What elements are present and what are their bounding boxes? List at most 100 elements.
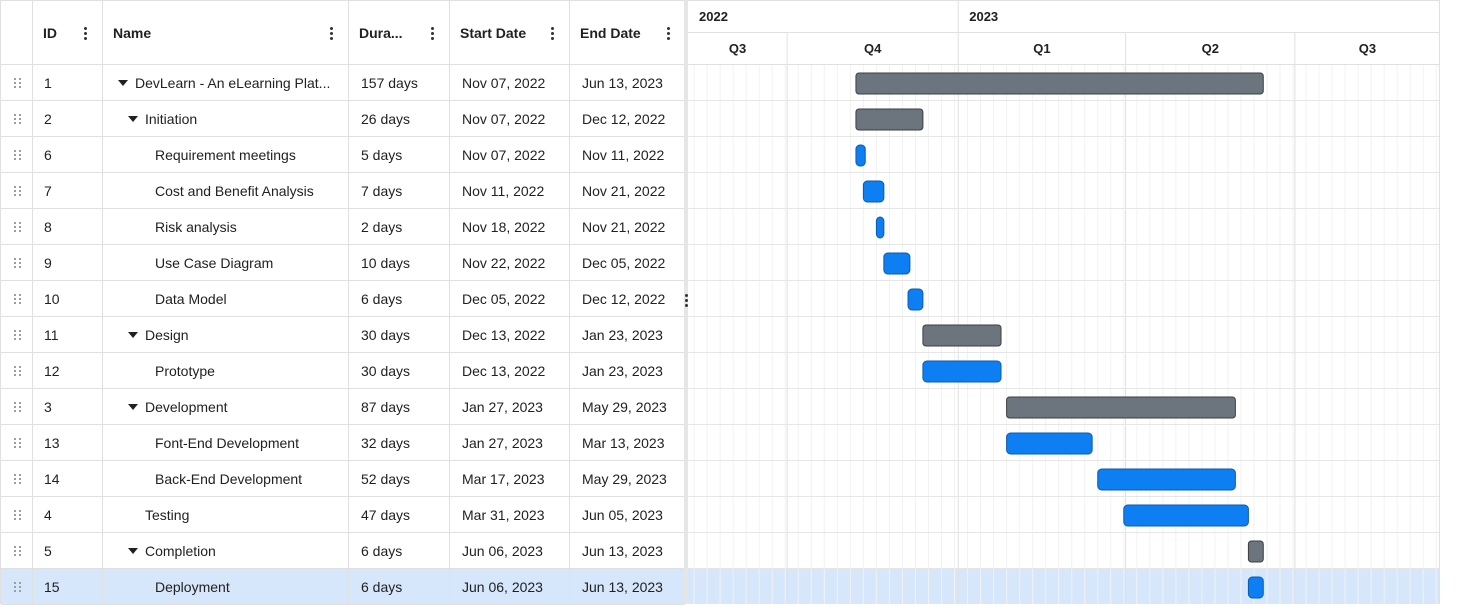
row-drag-cell[interactable] <box>1 101 33 136</box>
column-menu-icon[interactable] <box>541 23 563 43</box>
summary-task-bar[interactable] <box>1006 396 1236 419</box>
cell-id-text: 7 <box>44 182 52 199</box>
drag-handle-icon[interactable] <box>14 329 22 340</box>
table-row[interactable]: 11 Design 30 days Dec 13, 2022 Jan 23, 2023 <box>1 317 685 353</box>
task-bar[interactable] <box>1247 576 1264 599</box>
collapse-caret-icon[interactable] <box>128 115 138 122</box>
cell-end-date-text: Jun 13, 2023 <box>582 542 663 559</box>
drag-handle-icon[interactable] <box>14 437 22 448</box>
task-bar[interactable] <box>875 216 885 239</box>
table-row[interactable]: 6 Requirement meetings 5 days Nov 07, 2022 N… <box>1 137 685 173</box>
cell-duration: 32 days <box>349 425 450 460</box>
task-bar[interactable] <box>907 288 924 311</box>
table-row[interactable]: 15 Deployment 6 days Jun 06, 2023 Jun 13, 20… <box>1 569 685 605</box>
cell-id-text: 5 <box>44 542 52 559</box>
row-drag-cell[interactable] <box>1 137 33 172</box>
row-drag-cell[interactable] <box>1 497 33 532</box>
task-bar[interactable] <box>1097 468 1236 491</box>
table-row[interactable]: 10 Data Model 6 days Dec 05, 2022 Dec 12, 20… <box>1 281 685 317</box>
table-row[interactable]: 14 Back-End Development 52 days Mar 17, 202… <box>1 461 685 497</box>
table-row[interactable]: 7 Cost and Benefit Analysis 7 days Nov 11, … <box>1 173 685 209</box>
column-header-duration[interactable]: Dura... <box>349 1 450 65</box>
cell-start-date: Jan 27, 2023 <box>450 389 570 424</box>
drag-handle-icon[interactable] <box>14 185 22 196</box>
table-row[interactable]: 12 Prototype 30 days Dec 13, 2022 Jan 23, 20… <box>1 353 685 389</box>
row-drag-cell[interactable] <box>1 461 33 496</box>
cell-end-date-text: Jun 13, 2023 <box>582 578 663 595</box>
column-header-end-date[interactable]: End Date <box>570 1 685 65</box>
table-row[interactable]: 8 Risk analysis 2 days Nov 18, 2022 Nov 21, … <box>1 209 685 245</box>
table-row[interactable]: 4 Testing 47 days Mar 31, 2023 Jun 05, 2023 <box>1 497 685 533</box>
summary-task-bar[interactable] <box>855 72 1264 95</box>
task-bar[interactable] <box>855 144 866 167</box>
table-row[interactable]: 3 Development 87 days Jan 27, 2023 May 29, 2… <box>1 389 685 425</box>
task-grid: ID Name Dura... Start Date End Date 1 Dev… <box>0 0 685 605</box>
table-row[interactable]: 1 DevLearn - An eLearning Plat... 157 days… <box>1 65 685 101</box>
collapse-caret-icon[interactable] <box>118 79 128 86</box>
table-row[interactable]: 2 Initiation 26 days Nov 07, 2022 Dec 12, 20… <box>1 101 685 137</box>
task-bar[interactable] <box>862 180 885 203</box>
timeline-quarter-label: Q2 <box>1202 41 1219 56</box>
row-drag-cell[interactable] <box>1 65 33 100</box>
summary-task-bar[interactable] <box>1247 540 1264 563</box>
collapse-caret-icon[interactable] <box>128 403 138 410</box>
summary-task-bar[interactable] <box>922 324 1002 347</box>
cell-duration: 157 days <box>349 65 450 100</box>
drag-handle-icon[interactable] <box>14 545 22 556</box>
pane-splitter[interactable] <box>684 0 688 604</box>
column-menu-icon[interactable] <box>74 23 96 43</box>
cell-start-date-text: Mar 31, 2023 <box>462 506 545 523</box>
column-menu-icon[interactable] <box>421 23 443 43</box>
column-menu-icon[interactable] <box>320 23 342 43</box>
row-drag-cell[interactable] <box>1 533 33 568</box>
cell-end-date-text: Jan 23, 2023 <box>582 362 663 379</box>
drag-handle-icon[interactable] <box>14 293 22 304</box>
row-drag-cell[interactable] <box>1 353 33 388</box>
collapse-caret-icon[interactable] <box>128 547 138 554</box>
drag-handle-icon[interactable] <box>14 473 22 484</box>
summary-task-bar[interactable] <box>855 108 924 131</box>
drag-handle-icon[interactable] <box>14 401 22 412</box>
row-drag-cell[interactable] <box>1 245 33 280</box>
row-drag-cell[interactable] <box>1 317 33 352</box>
cell-id-text: 15 <box>44 578 60 595</box>
cell-duration: 5 days <box>349 137 450 172</box>
table-row[interactable]: 13 Font-End Development 32 days Jan 27, 202… <box>1 425 685 461</box>
cell-name-text: Risk analysis <box>155 218 237 235</box>
drag-handle-icon[interactable] <box>14 257 22 268</box>
drag-handle-icon[interactable] <box>14 581 22 592</box>
drag-handle-icon[interactable] <box>14 149 22 160</box>
table-row[interactable]: 5 Completion 6 days Jun 06, 2023 Jun 13, 202… <box>1 533 685 569</box>
table-row[interactable]: 9 Use Case Diagram 10 days Nov 22, 2022 Dec … <box>1 245 685 281</box>
row-drag-cell[interactable] <box>1 173 33 208</box>
task-bar[interactable] <box>1006 432 1093 455</box>
cell-name: Use Case Diagram <box>103 245 349 280</box>
row-drag-cell[interactable] <box>1 281 33 316</box>
drag-handle-icon[interactable] <box>14 365 22 376</box>
grid-header: ID Name Dura... Start Date End Date <box>1 0 685 65</box>
column-header-name[interactable]: Name <box>103 1 349 65</box>
row-drag-cell[interactable] <box>1 569 33 604</box>
row-drag-cell[interactable] <box>1 425 33 460</box>
row-drag-cell[interactable] <box>1 209 33 244</box>
column-header-id[interactable]: ID <box>33 1 103 65</box>
drag-handle-icon[interactable] <box>14 77 22 88</box>
drag-handle-icon[interactable] <box>14 509 22 520</box>
task-bar[interactable] <box>883 252 911 275</box>
column-header-start-date[interactable]: Start Date <box>450 1 570 65</box>
task-bar[interactable] <box>1123 504 1249 527</box>
cell-start-date-text: Dec 05, 2022 <box>462 290 546 307</box>
drag-handle-icon[interactable] <box>14 221 22 232</box>
splitter-handle-icon[interactable] <box>684 294 688 307</box>
cell-start-date: Nov 07, 2022 <box>450 65 570 100</box>
task-bar[interactable] <box>922 360 1002 383</box>
cell-name: Initiation <box>103 101 349 136</box>
cell-id-text: 3 <box>44 398 52 415</box>
cell-id-text: 10 <box>44 290 60 307</box>
drag-handle-icon[interactable] <box>14 113 22 124</box>
column-menu-icon[interactable] <box>657 23 679 43</box>
row-drag-cell[interactable] <box>1 389 33 424</box>
collapse-caret-icon[interactable] <box>128 331 138 338</box>
cell-id: 13 <box>33 425 103 460</box>
cell-start-date: Nov 18, 2022 <box>450 209 570 244</box>
